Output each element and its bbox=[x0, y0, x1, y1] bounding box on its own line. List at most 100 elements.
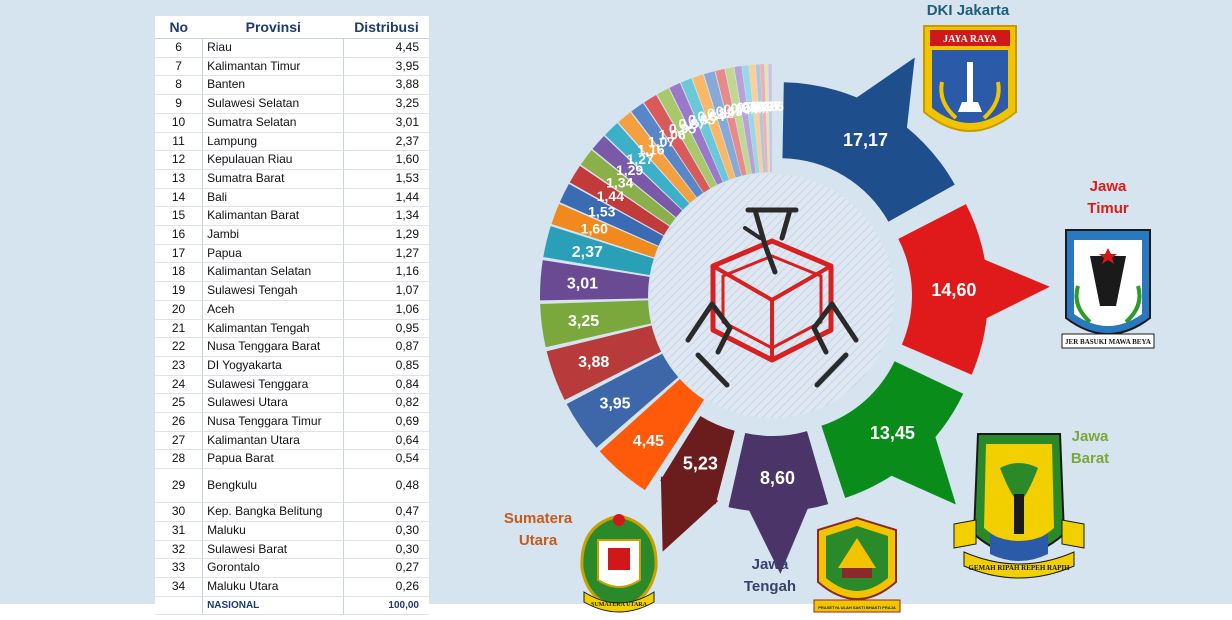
slice-nusa-tenggara-barat bbox=[669, 83, 723, 185]
cell-no: 9 bbox=[155, 94, 204, 114]
cell-provinsi: Sulawesi Barat bbox=[202, 540, 345, 560]
cell-distribusi: 1,07 bbox=[343, 281, 429, 301]
cell-distribusi: 3,25 bbox=[343, 94, 429, 114]
callout-arrow-jawa-timur bbox=[980, 257, 1050, 321]
cell-provinsi: Sumatra Selatan bbox=[202, 113, 345, 133]
cell-no: 12 bbox=[155, 150, 204, 170]
table-row: 22 Nusa Tenggara Barat 0,87 bbox=[155, 337, 429, 357]
cell-provinsi: Riau bbox=[202, 38, 345, 58]
cell-no: 13 bbox=[155, 169, 204, 189]
cell-distribusi: 1,16 bbox=[343, 262, 429, 283]
cell-distribusi: 0,64 bbox=[343, 431, 429, 451]
cell-provinsi: Sulawesi Utara bbox=[202, 393, 345, 414]
table-row: 9 Sulawesi Selatan 3,25 bbox=[155, 94, 429, 114]
slice-label: 5,23 bbox=[683, 454, 718, 474]
slice-sulawesi-tengah bbox=[631, 103, 704, 198]
slice-aceh bbox=[644, 95, 711, 193]
slice-label: 0,82 bbox=[707, 105, 734, 121]
slice-papua bbox=[604, 123, 690, 210]
table-row: 34 Maluku Utara 0,26 bbox=[155, 577, 429, 597]
cell-provinsi: Kep. Bangka Belitung bbox=[202, 502, 345, 522]
table-row: 25 Sulawesi Utara 0,82 bbox=[155, 393, 429, 414]
slice-lampung bbox=[543, 226, 654, 276]
slice-label: 3,88 bbox=[578, 354, 609, 371]
slice-sumatera-utara bbox=[660, 416, 735, 505]
slice-kalimantan-utara bbox=[725, 67, 752, 175]
slice-label: 13,45 bbox=[870, 423, 915, 443]
slice-kalimantan-tengah bbox=[657, 88, 717, 189]
cell-provinsi: Bali bbox=[202, 188, 345, 208]
slice-jawa-barat bbox=[821, 361, 964, 498]
cell-distribusi: 3,88 bbox=[343, 75, 429, 96]
callout-arrows bbox=[660, 57, 1050, 574]
cell-total-label: NASIONAL bbox=[202, 596, 345, 616]
cell-distribusi: 1,60 bbox=[343, 150, 429, 170]
slice-label: 0,85 bbox=[688, 111, 715, 127]
table-row: 23 DI Yogyakarta 0,85 bbox=[155, 356, 429, 376]
cell-distribusi: 3,95 bbox=[343, 57, 429, 77]
table-row: 21 Kalimantan Tengah 0,95 bbox=[155, 319, 429, 339]
slice-label: 3,01 bbox=[567, 276, 598, 293]
table-row: 17 Papua 1,27 bbox=[155, 244, 429, 264]
cell-provinsi: Kalimantan Tengah bbox=[202, 319, 345, 339]
cell-no: 22 bbox=[155, 337, 204, 357]
slice-label: 0,30 bbox=[750, 98, 777, 114]
cell-distribusi: 0,82 bbox=[343, 393, 429, 414]
table-row: 15 Kalimantan Barat 1,34 bbox=[155, 206, 429, 227]
header-provinsi: Provinsi bbox=[202, 16, 344, 39]
table-row: 8 Banten 3,88 bbox=[155, 75, 429, 96]
table-header-row: No Provinsi Distribusi bbox=[155, 16, 429, 39]
header-no: No bbox=[155, 16, 203, 39]
slice-kep-bangka-belitung bbox=[748, 64, 764, 173]
cell-distribusi: 4,45 bbox=[343, 38, 429, 58]
cell-distribusi: 0,27 bbox=[343, 558, 429, 578]
callout-arrow-dki-jakarta bbox=[852, 57, 915, 133]
table-row: 12 Kepulauan Riau 1,60 bbox=[155, 150, 429, 170]
slice-jambi bbox=[592, 136, 683, 218]
cell-no: 17 bbox=[155, 244, 204, 264]
table-body: 6 Riau 4,45 7 Kalimantan Timur 3,95 8 Banten 3,8… bbox=[155, 38, 429, 616]
table-row: 29 Bengkulu 0,48 bbox=[155, 468, 429, 504]
cell-provinsi: Gorontalo bbox=[202, 558, 345, 578]
slice-label: 0,30 bbox=[747, 98, 774, 114]
cell-distribusi: 0,95 bbox=[343, 319, 429, 339]
cell-distribusi: 0,54 bbox=[343, 449, 429, 470]
cell-provinsi: Bengkulu bbox=[202, 468, 345, 504]
cell-no: 30 bbox=[155, 502, 204, 522]
table-row: 14 Bali 1,44 bbox=[155, 188, 429, 208]
slice-sulawesi-tenggara bbox=[692, 74, 736, 180]
slice-label: 4,45 bbox=[633, 433, 664, 450]
table-row: 18 Kalimantan Selatan 1,16 bbox=[155, 262, 429, 283]
cell-total-no bbox=[155, 596, 204, 616]
callout-jawa-timur-line2: Timur bbox=[1087, 200, 1129, 217]
cell-distribusi: 1,06 bbox=[343, 300, 429, 320]
slice-bali bbox=[569, 165, 670, 236]
cell-no: 27 bbox=[155, 431, 204, 451]
slice-kepulauan-riau bbox=[551, 203, 659, 258]
cell-no: 24 bbox=[155, 375, 204, 395]
cell-provinsi: Nusa Tenggara Timur bbox=[202, 412, 345, 432]
slice-label: 0,84 bbox=[698, 108, 725, 124]
jawa-timur-motto: JER BASUKI MAWA BEYA bbox=[1065, 338, 1151, 346]
cell-distribusi: 0,85 bbox=[343, 356, 429, 376]
slice-sulawesi-selatan bbox=[540, 300, 652, 348]
cell-distribusi: 1,53 bbox=[343, 169, 429, 189]
distribution-table: No Provinsi Distribusi 6 Riau 4,45 7 Kaliman… bbox=[155, 16, 429, 616]
cell-distribusi: 0,69 bbox=[343, 412, 429, 432]
jawa-tengah-ribbon-text: PRASETYA ULAH SAKTI BHAKTI PRAJA bbox=[818, 605, 896, 610]
slice-sumatra-selatan bbox=[539, 260, 650, 301]
slice-jawa-timur bbox=[898, 204, 988, 375]
cell-distribusi: 0,47 bbox=[343, 502, 429, 522]
cell-no: 21 bbox=[155, 319, 204, 339]
header-distribusi: Distribusi bbox=[343, 16, 429, 39]
cell-distribusi: 0,84 bbox=[343, 375, 429, 395]
cell-provinsi: Kalimantan Timur bbox=[202, 57, 345, 77]
callout-dki-jakarta: DKI Jakarta bbox=[926, 2, 1010, 19]
cell-provinsi: Papua Barat bbox=[202, 449, 345, 470]
cell-no: 26 bbox=[155, 412, 204, 432]
slice-sulawesi-utara bbox=[703, 71, 742, 178]
donut-center bbox=[650, 174, 894, 418]
slice-label: 2,37 bbox=[572, 244, 603, 261]
callout-sumatera-utara-line2: Utara bbox=[518, 532, 558, 549]
